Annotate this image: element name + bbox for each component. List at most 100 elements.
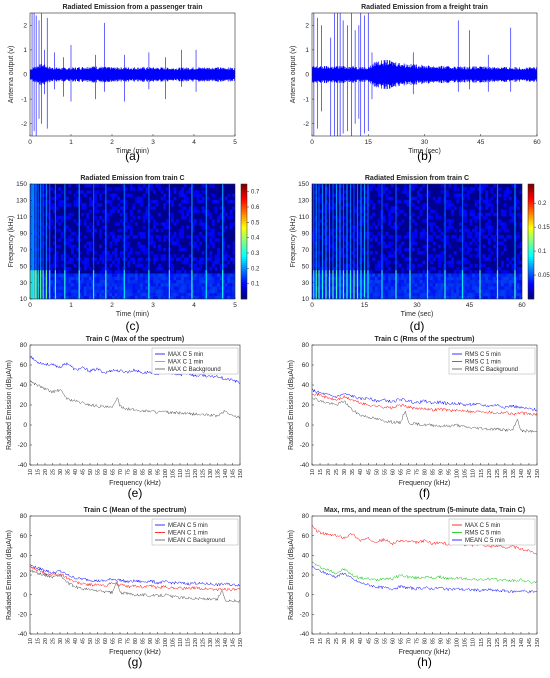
heatmap-cell	[469, 235, 473, 239]
heatmap-cell	[165, 292, 169, 297]
heatmap-cell	[163, 247, 167, 252]
heatmap-cell	[322, 276, 326, 281]
heatmap-cell	[58, 222, 62, 226]
y-tick-label: 70	[302, 247, 310, 254]
x-tick-label: 15	[318, 638, 324, 644]
heatmap-cell	[109, 257, 113, 261]
heatmap-cell	[217, 254, 220, 258]
colorbar-step	[528, 260, 534, 263]
y-tick-label: 80	[20, 342, 28, 349]
heatmap-cell	[440, 251, 444, 255]
heatmap-cell	[485, 184, 489, 188]
heatmap-cell	[219, 295, 223, 299]
heatmap-cell	[135, 292, 138, 297]
heatmap-cell	[340, 273, 344, 277]
heatmap-cell	[217, 238, 220, 242]
heatmap-cell	[482, 286, 486, 290]
heatmap-cell	[37, 270, 41, 274]
heatmap-cell	[191, 286, 195, 290]
heatmap-cell	[217, 257, 220, 261]
heatmap-cell	[396, 289, 399, 293]
heatmap-hot-low-freq	[360, 270, 362, 299]
y-tick-label: 0	[23, 592, 27, 599]
heatmap-cell	[224, 283, 228, 287]
heatmap-cell	[464, 215, 468, 220]
colorbar-step	[241, 277, 247, 281]
heatmap-cell	[382, 203, 386, 207]
heatmap-cell	[201, 257, 205, 261]
heatmap-cell	[351, 225, 355, 230]
heatmap-cell	[68, 292, 72, 297]
heatmap-cell	[206, 212, 210, 217]
y-tick-label: 40	[20, 382, 28, 389]
heatmap-cell	[170, 219, 174, 223]
heatmap-cell	[127, 295, 131, 299]
heatmap-cell	[451, 225, 455, 230]
heatmap-hot-column	[367, 184, 369, 299]
heatmap-cell	[65, 289, 69, 293]
heatmap-cell	[30, 203, 33, 207]
heatmap-cell	[176, 279, 179, 284]
heatmap-cell	[124, 228, 128, 233]
heatmap-cell	[464, 276, 468, 281]
heatmap-cell	[94, 209, 97, 214]
heatmap-cell	[222, 209, 226, 214]
heatmap-cell	[445, 295, 449, 299]
heatmap-cell	[333, 283, 336, 287]
heatmap-cell	[469, 187, 473, 191]
heatmap-cell	[396, 279, 399, 284]
heatmap-cell	[480, 206, 483, 210]
heatmap-cell	[194, 267, 197, 271]
heatmap-cell	[419, 251, 423, 255]
heatmap-cell	[322, 215, 326, 220]
heatmap-cell	[466, 289, 470, 293]
heatmap-cell	[170, 273, 174, 277]
colorbar-step	[241, 266, 247, 269]
heatmap-cell	[76, 283, 79, 287]
heatmap-cell	[438, 295, 441, 299]
heatmap-cell	[414, 206, 418, 210]
heatmap-cell	[68, 257, 72, 261]
heatmap-cell	[382, 190, 386, 194]
heatmap-cell	[419, 276, 423, 281]
x-tick-label: 55	[96, 638, 102, 644]
heatmap-cell	[364, 251, 368, 255]
heatmap-cell	[361, 289, 365, 293]
heatmap-cell	[170, 241, 174, 245]
heatmap-cell	[124, 283, 128, 287]
heatmap-hot-column	[222, 184, 224, 299]
colorbar-step	[241, 230, 247, 233]
heatmap-cell	[369, 231, 373, 236]
heatmap-cell	[469, 247, 473, 252]
heatmap-cell	[119, 270, 123, 274]
heatmap-cell	[53, 292, 56, 297]
heatmap-cell	[464, 193, 468, 198]
heatmap-cell	[209, 273, 213, 277]
heatmap-cell	[432, 209, 436, 214]
heatmap-cell	[73, 199, 77, 204]
heatmap-cell	[153, 273, 156, 277]
heatmap-cell	[417, 193, 420, 198]
x-tick-label: 120	[487, 469, 493, 478]
heatmap-cell	[117, 286, 120, 290]
heatmap-cell	[477, 238, 481, 242]
heatmap-hot-low-freq	[42, 270, 44, 299]
panel-f: 10 15 20 25 30 35 40 45 50 55 60 65 70 75 80 85 90 95 100 1…	[288, 336, 541, 487]
heatmap-cell	[456, 279, 460, 284]
heatmap-cell	[137, 263, 141, 268]
plot-marks	[30, 184, 235, 299]
heatmap-cell	[417, 276, 420, 281]
heatmap-cell	[219, 263, 223, 268]
heatmap-cell	[163, 254, 167, 258]
heatmap-cell	[142, 295, 146, 299]
heatmap-cell	[158, 212, 161, 217]
heatmap-cell	[132, 292, 136, 297]
heatmap-cell	[375, 235, 378, 239]
heatmap-cell	[469, 289, 473, 293]
heatmap-cell	[50, 279, 54, 284]
heatmap-cell	[99, 231, 103, 236]
heatmap-cell	[55, 263, 59, 268]
heatmap-cell	[369, 283, 373, 287]
heatmap-cell	[83, 206, 87, 210]
